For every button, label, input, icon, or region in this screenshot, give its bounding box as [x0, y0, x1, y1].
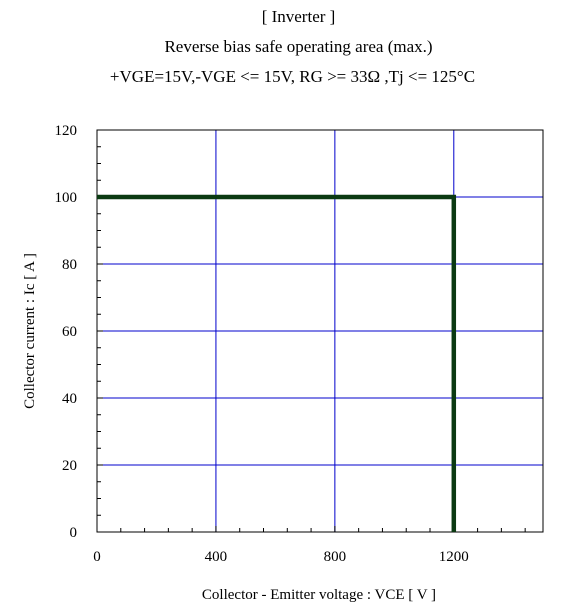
plot-frame: [96, 129, 544, 533]
x-tick-label-400: 400: [205, 549, 228, 565]
y-tick-label-40: 40: [62, 391, 77, 407]
y-tick-label-20: 20: [62, 458, 77, 474]
series-layer: [97, 194, 457, 532]
y-tick-labels: 0 20 40 60 80 100 120: [55, 123, 78, 541]
chart-title-line-2: Reverse bias safe operating area (max.): [164, 37, 433, 56]
x-tick-label-800: 800: [324, 549, 347, 565]
y-tick-label-100: 100: [55, 190, 78, 206]
chart-title-line-1: [ Inverter ]: [261, 7, 336, 26]
y-tick-label-80: 80: [62, 257, 77, 273]
x-axis-label: Collector - Emitter voltage : VCE [ V ]: [202, 587, 436, 603]
y-axis-label: Collector current : Ic [ A ]: [22, 253, 38, 409]
chart-title-line-3: +VGE=15V,-VGE <= 15V, RG >= 33Ω ,Tj <= 1…: [109, 67, 476, 86]
series-line-0: [97, 194, 457, 532]
x-tick-label-1200: 1200: [439, 549, 469, 565]
y-tick-label-60: 60: [62, 324, 77, 340]
y-tick-label-0: 0: [70, 525, 78, 541]
x-tick-labels: 0 400 800 1200: [93, 549, 469, 565]
grid-lines: [97, 130, 543, 532]
x-tick-label-0: 0: [93, 549, 101, 565]
y-tick-label-120: 120: [55, 123, 78, 139]
